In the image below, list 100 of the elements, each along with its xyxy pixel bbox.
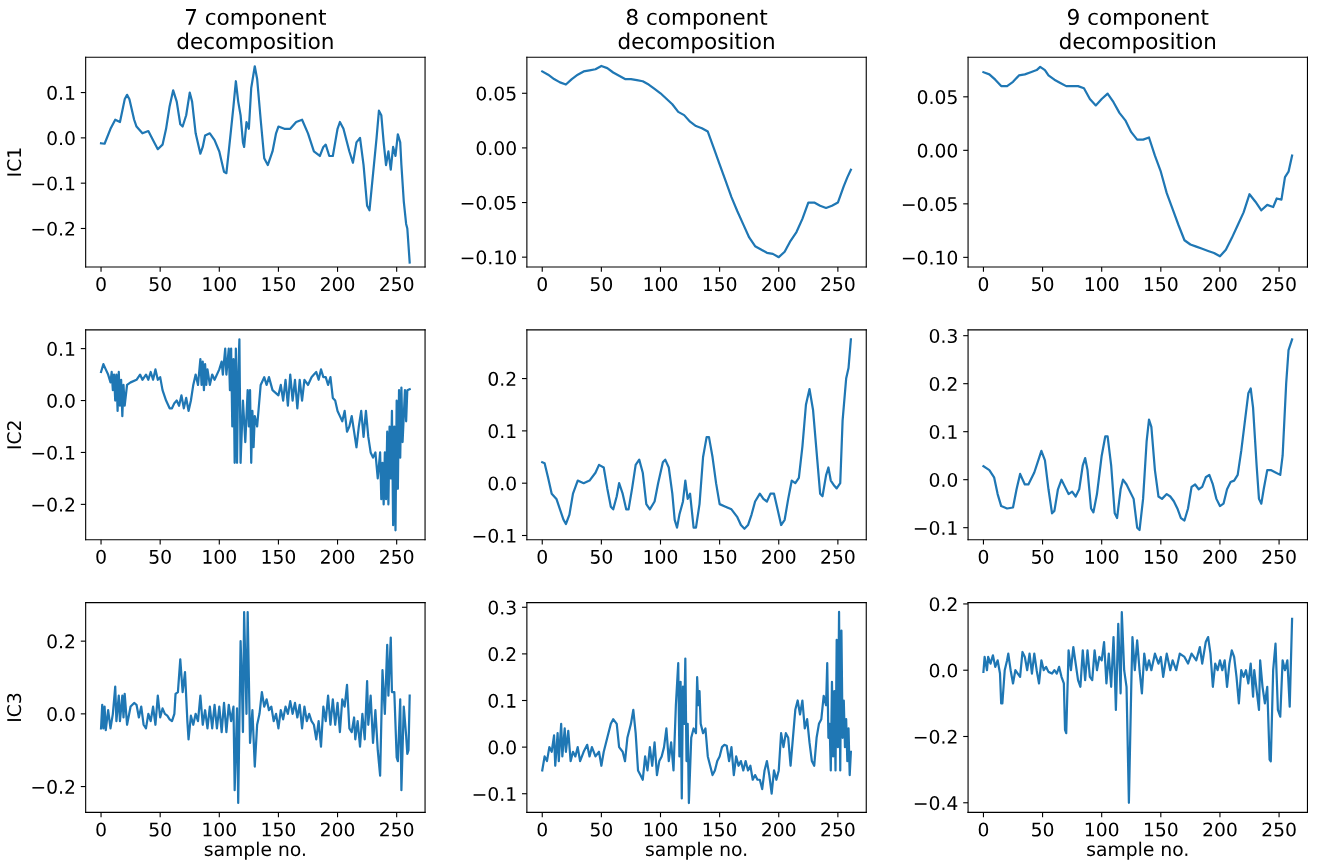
y-tick-label: 0.0 [929,663,958,678]
x-tick-label: 50 [1032,277,1054,292]
x-tick-label: 100 [644,822,678,837]
x-tick-label: 100 [1085,549,1119,564]
y-tick-label: −0.1 [473,786,516,802]
x-tick-label: 50 [1032,549,1054,564]
x-tick-label: 0 [537,822,547,837]
x-tick-label: 250 [380,822,414,837]
y-tick-label: 0.1 [929,424,957,440]
y-tick-label: −0.1 [914,520,957,536]
x-tick-label: 0 [978,549,989,564]
x-tick-label: 150 [703,822,737,837]
y-axis-title: IC2 [7,421,22,449]
y-axis-title: IC3 [7,693,22,721]
line-series [99,610,411,805]
x-tick-label: 0 [537,549,547,564]
y-tick-label: 0.2 [488,371,516,386]
x-tick-label: 50 [590,277,613,292]
x-tick-label: 150 [1144,277,1178,292]
y-tick-label: 0.1 [47,85,75,100]
x-tick-label: 200 [1203,549,1237,564]
y-tick-label: 0.0 [47,131,75,146]
chart-title: 7 component decomposition [177,9,333,54]
x-tick-label: 100 [203,822,236,837]
line-series [541,338,852,530]
y-tick-label: −0.05 [902,197,957,212]
x-tick-label: 200 [321,277,355,292]
y-tick-label: 0.0 [47,393,75,408]
y-tick-label: −0.10 [902,250,958,265]
x-tick-label: 200 [1203,277,1237,292]
x-tick-label: 50 [149,277,171,292]
y-tick-label: 0.00 [476,141,516,156]
line-series [982,65,1294,258]
x-tick-label: 250 [1262,277,1296,292]
line-series [541,64,852,259]
chart-title: 9 component decomposition [1059,8,1216,54]
y-tick-label: 0.3 [929,328,957,344]
x-tick-label: 50 [590,822,613,837]
x-tick-label: 200 [762,549,796,564]
line-series [99,338,411,532]
y-tick-label: 0.3 [488,600,516,615]
line-series [982,338,1294,532]
y-tick-label: 0.0 [929,472,958,488]
y-tick-label: −0.2 [32,779,75,794]
x-tick-label: 100 [644,277,678,292]
x-tick-label: 250 [380,549,414,564]
x-tick-label: 200 [321,822,355,837]
y-tick-label: −0.05 [461,195,516,210]
x-tick-label: 0 [978,822,989,837]
x-tick-label: 0 [96,277,106,292]
x-tick-label: 250 [1262,549,1296,564]
y-tick-label: −0.10 [461,250,516,265]
y-tick-label: 0.00 [917,143,958,158]
x-tick-label: 100 [644,549,678,564]
y-tick-label: 0.0 [488,740,516,755]
x-axis-title: sample no. [1087,841,1188,860]
y-tick-label: 0.1 [488,424,516,439]
x-tick-label: 150 [703,549,737,564]
x-tick-label: 150 [1144,822,1178,837]
y-tick-label: −0.1 [32,176,75,191]
y-tick-label: 0.1 [47,341,75,356]
x-tick-label: 150 [262,277,296,292]
chart-title: 8 component decomposition [618,8,774,54]
line-series [99,65,411,264]
x-tick-label: 250 [1262,822,1296,837]
x-tick-label: 200 [321,549,355,564]
y-tick-label: 0.2 [929,376,957,392]
y-tick-label: −0.4 [914,795,958,811]
x-tick-label: 150 [262,822,296,837]
x-tick-label: 100 [203,277,236,292]
x-tick-label: 0 [978,277,989,292]
x-tick-label: 50 [590,549,613,564]
y-tick-label: −0.2 [914,729,957,744]
x-tick-label: 200 [762,277,796,292]
x-tick-label: 0 [96,822,106,837]
x-tick-label: 150 [1144,549,1178,564]
x-tick-label: 250 [821,277,855,292]
y-tick-label: 0.2 [488,647,516,662]
x-tick-label: 50 [149,549,171,564]
x-axis-title: sample no. [646,841,747,860]
x-tick-label: 250 [821,549,855,564]
x-tick-label: 50 [149,822,171,837]
x-axis-title: sample no. [204,841,305,860]
line-series [541,610,852,805]
y-tick-label: 0.2 [47,634,75,649]
y-tick-label: 0.0 [47,707,75,722]
y-tick-label: 0.1 [488,693,516,708]
x-tick-label: 250 [821,822,855,837]
y-tick-label: −0.1 [32,445,75,460]
y-tick-label: 0.05 [476,86,516,101]
x-tick-label: 250 [380,277,414,292]
x-tick-label: 100 [1085,822,1119,837]
y-tick-label: 0.0 [488,476,516,491]
x-tick-label: 100 [1085,277,1119,292]
x-tick-label: 100 [203,549,236,564]
x-tick-label: 50 [1032,822,1054,837]
y-tick-label: −0.1 [473,528,516,543]
y-axis-title: IC1 [7,148,22,176]
x-tick-label: 150 [262,549,296,564]
x-tick-label: 150 [703,277,737,292]
